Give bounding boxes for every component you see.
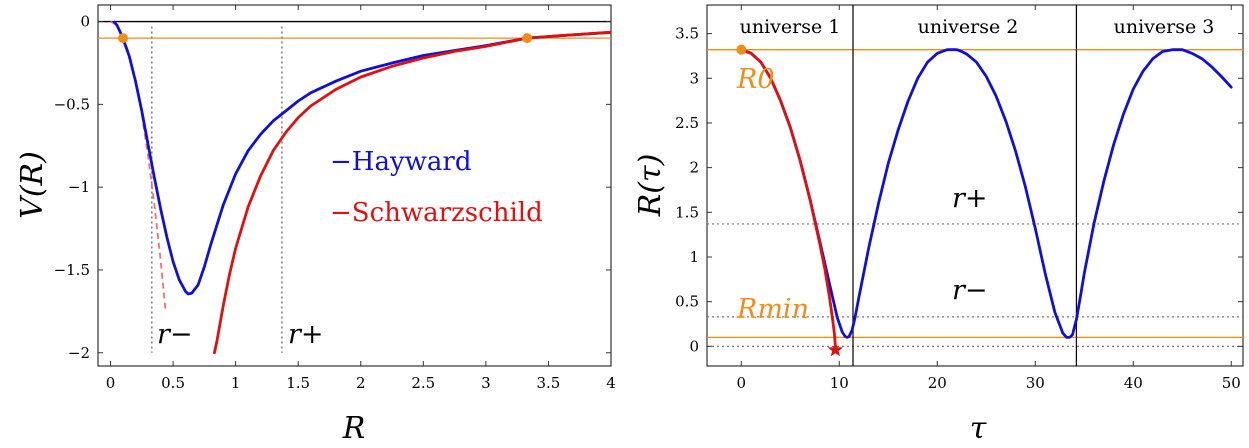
left-x-tick-label: 1.5 — [286, 374, 310, 392]
right-y-tick-label: 3 — [689, 69, 699, 87]
left-point-0 — [118, 33, 129, 44]
left-chart: 0 0.5 1 1.5 2 2.5 3 3.5 4 0 −0.5 −1 −1.5 −2 R V(R) −H… — [15, 4, 616, 446]
right-y-tick-label: 3.5 — [675, 25, 699, 43]
rmin-label: Rmin — [736, 294, 809, 325]
left-x-tick-label: 4 — [606, 374, 616, 392]
left-point-1 — [522, 33, 533, 44]
legend-entry-schwarzschild: −Schwarzschild — [330, 198, 543, 228]
left-x-tick-label: 2.5 — [411, 374, 435, 392]
left-y-tick-label: −2 — [68, 344, 90, 362]
right-x-tick-label: 10 — [830, 374, 849, 392]
right-y-tick-label: 2.5 — [675, 114, 699, 132]
left-x-tick-label: 3.5 — [537, 374, 561, 392]
region-label-universe-2: universe 2 — [918, 16, 1019, 38]
left-x-tick-label: 0 — [106, 374, 116, 392]
r0-label: R0 — [736, 64, 775, 95]
left-x-tick-label: 2 — [356, 374, 366, 392]
left-x-tick-label: 3 — [481, 374, 491, 392]
right-plot-frame — [706, 4, 1244, 367]
right-y-tick-label: 2 — [689, 159, 699, 177]
left-dashed-curve — [110, 20, 167, 312]
right-x-tick-label: 50 — [1222, 374, 1241, 392]
right-x-tick-label: 30 — [1026, 374, 1045, 392]
right-x-tick-label: 40 — [1124, 374, 1143, 392]
right-y-axis-label: R(τ) — [633, 154, 668, 218]
left-r-minus-label: r− — [157, 319, 193, 350]
right-y-tick-label: 0.5 — [675, 293, 699, 311]
right-x-tick-label: 20 — [928, 374, 947, 392]
left-y-axis-label: V(R) — [15, 151, 50, 219]
left-series-schwarzschild — [213, 30, 611, 355]
region-label-universe-3: universe 3 — [1114, 16, 1215, 38]
right-x-tick-label: 0 — [737, 374, 747, 392]
right-star-point — [827, 341, 843, 357]
left-x-tick-label: 0.5 — [161, 374, 185, 392]
right-y-tick-label: 1 — [689, 248, 699, 266]
right-y-tick-label: 1.5 — [675, 203, 699, 221]
left-x-axis-label: R — [342, 411, 366, 444]
region-label-universe-1: universe 1 — [740, 16, 841, 38]
right-point-0 — [736, 44, 747, 55]
right-x-axis-label: τ — [970, 411, 987, 444]
left-plot-frame — [97, 4, 612, 367]
left-y-tick-label: −1.5 — [54, 261, 90, 279]
right-r-minus-label: r− — [952, 275, 988, 306]
right-series-schwarzschild — [739, 48, 837, 348]
left-y-tick-label: −0.5 — [54, 95, 90, 113]
left-r-plus-label: r+ — [288, 319, 324, 350]
legend-entry-hayward: −Hayward — [330, 147, 472, 177]
right-series-hayward — [739, 48, 1233, 339]
right-y-tick-label: 0 — [689, 337, 699, 355]
left-series-hayward — [112, 20, 611, 296]
left-y-tick-label: −1 — [68, 178, 90, 196]
left-y-tick-label: 0 — [80, 13, 90, 31]
left-x-tick-label: 1 — [231, 374, 241, 392]
right-chart: 0 10 20 30 40 50 0 0.5 1 1.5 2 2.5 3 3.5 τ R(τ) unive… — [633, 4, 1244, 446]
right-r-plus-label: r+ — [952, 183, 988, 214]
